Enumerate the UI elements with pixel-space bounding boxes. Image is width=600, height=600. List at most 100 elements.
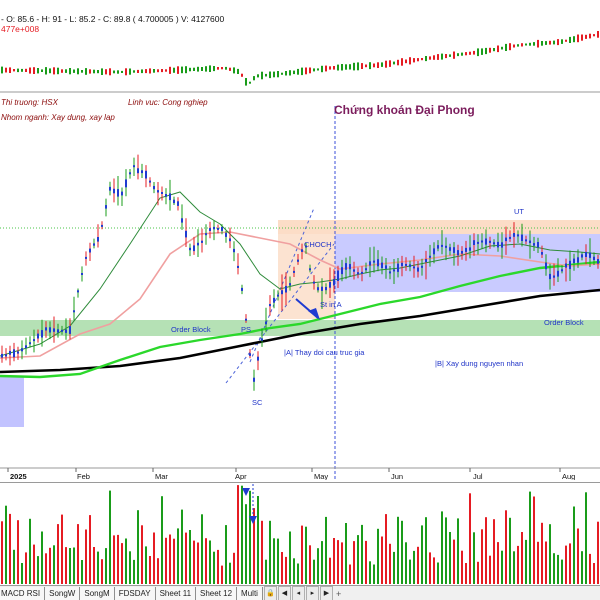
- candle-body: [189, 247, 191, 251]
- mini-candle: [153, 69, 155, 73]
- mini-candle: [449, 54, 451, 57]
- volume-bar: [381, 536, 383, 584]
- volume-bar: [257, 496, 259, 584]
- volume-bar: [349, 564, 351, 584]
- candle-body: [433, 248, 435, 255]
- main-price-chart[interactable]: Thi truong: HSX Linh vuc: Cong nghiep Nh…: [0, 94, 600, 480]
- watermark-title: Chứng khoán Đại Phong: [334, 103, 475, 117]
- candle-body: [553, 275, 555, 278]
- mini-candle: [105, 69, 107, 75]
- mini-candle: [437, 54, 439, 60]
- volume-bar: [93, 547, 95, 584]
- mini-candle: [273, 71, 275, 78]
- candle-body: [497, 241, 499, 248]
- candle-body: [301, 249, 303, 252]
- mini-candle: [73, 69, 75, 73]
- candle-body: [533, 243, 535, 246]
- volume-bar: [149, 556, 151, 584]
- volume-bar: [477, 561, 479, 584]
- mini-candle: [545, 41, 547, 45]
- order-block-right-label: Order Block: [544, 318, 584, 327]
- volume-bar: [89, 515, 91, 584]
- mini-candle: [553, 40, 555, 45]
- mini-candle: [25, 68, 27, 72]
- candle-body: [257, 356, 259, 361]
- tab-fdsday[interactable]: FDSDAY: [114, 587, 156, 600]
- volume-bar: [5, 505, 7, 584]
- volume-bar: [501, 550, 503, 584]
- candle-body: [549, 273, 551, 280]
- candle-body: [125, 179, 127, 188]
- volume-bar: [441, 511, 443, 584]
- candle-body: [233, 248, 235, 253]
- volume-bar: [169, 534, 171, 584]
- mini-candle: [157, 69, 159, 73]
- prev-sheet-button[interactable]: ◂: [291, 586, 305, 600]
- volume-bars: [1, 485, 599, 584]
- month-label-jun: Jun: [391, 472, 403, 480]
- moving-averages: [0, 191, 600, 379]
- volume-bar: [25, 552, 27, 584]
- tab-songm[interactable]: SongM: [80, 587, 115, 600]
- mini-candle: [29, 67, 31, 74]
- candle-body: [285, 285, 287, 293]
- volume-bar: [569, 543, 571, 584]
- mini-candle: [381, 62, 383, 67]
- mini-candle: [493, 48, 495, 52]
- tab-sheet-12[interactable]: Sheet 12: [196, 587, 238, 600]
- mini-candle: [213, 66, 215, 72]
- volume-bar: [181, 509, 183, 584]
- mini-candle: [429, 56, 431, 60]
- mini-candle: [9, 67, 11, 73]
- volume-bar: [565, 545, 567, 584]
- mini-candle: [581, 34, 583, 41]
- tab-macd-rsi[interactable]: MACD RSI: [0, 587, 46, 600]
- lock-icon[interactable]: 🔒: [263, 586, 277, 600]
- volume-bar: [329, 557, 331, 584]
- mini-candle: [597, 31, 599, 38]
- volume-bar: [77, 524, 79, 584]
- mini-candle: [329, 66, 331, 70]
- mini-candle: [541, 41, 543, 46]
- volume-bar: [309, 545, 311, 584]
- last-sheet-button[interactable]: ▶: [319, 586, 333, 600]
- candle-body: [277, 294, 279, 297]
- first-sheet-button[interactable]: ◀: [277, 586, 291, 600]
- mini-candle: [345, 64, 347, 70]
- candle-body: [485, 238, 487, 245]
- mini-candle: [577, 34, 579, 43]
- tab-sheet-11[interactable]: Sheet 11: [155, 587, 197, 600]
- mini-candle: [333, 66, 335, 70]
- mini-candle: [49, 68, 51, 74]
- candle-body: [137, 168, 139, 174]
- candle-body: [537, 242, 539, 248]
- add-sheet-button[interactable]: +: [335, 588, 342, 599]
- volume-bar: [505, 510, 507, 584]
- volume-bar: [561, 559, 563, 584]
- mini-candle: [225, 66, 227, 70]
- mini-candle: [229, 67, 231, 71]
- tab-multi[interactable]: Multi: [237, 587, 263, 600]
- mini-candle: [421, 58, 423, 61]
- candle-body: [229, 238, 231, 242]
- candle-body: [149, 180, 151, 183]
- mini-candle: [397, 59, 399, 66]
- candle-body: [93, 243, 95, 246]
- candle-body: [357, 272, 359, 275]
- volume-bar: [433, 557, 435, 584]
- mini-candle: [469, 51, 471, 55]
- candle-body: [41, 330, 43, 338]
- next-sheet-button[interactable]: ▸: [305, 586, 319, 600]
- phase-a-label: |A| Thay doi cau truc gia: [284, 348, 365, 357]
- mini-candle: [37, 68, 39, 74]
- sheet-tab-bar: MACD RSI SongW SongM FDSDAY Sheet 11 She…: [0, 585, 600, 600]
- phase-b-label: |B| Xay dung nguyen nhan: [435, 359, 523, 368]
- volume-bar: [521, 532, 523, 584]
- st-in-a-label: St in A: [320, 300, 342, 309]
- month-label-apr: Apr: [235, 472, 247, 480]
- mini-candle: [21, 68, 23, 72]
- tab-songw[interactable]: SongW: [45, 587, 81, 600]
- volume-bar: [301, 525, 303, 584]
- sector-label: Linh vuc: Cong nghiep: [128, 98, 208, 107]
- volume-bar: [593, 563, 595, 584]
